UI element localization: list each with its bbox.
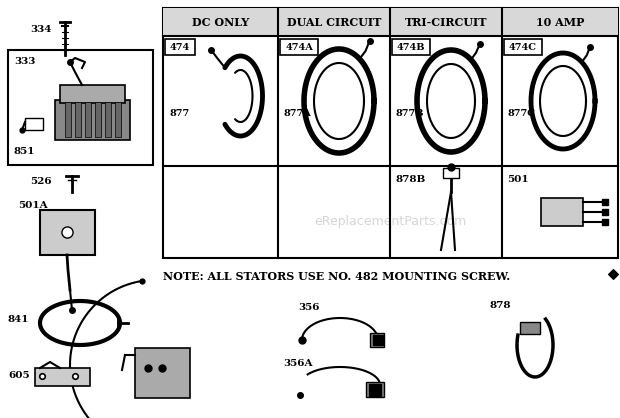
Bar [8, 50, 153, 165]
Text: 877C: 877C [508, 109, 536, 117]
Bar [163, 8, 618, 36]
Text: 877B: 877B [396, 109, 425, 117]
Text: 841: 841 [8, 316, 30, 324]
Text: 333: 333 [14, 58, 35, 66]
Bar [392, 39, 430, 55]
Text: 474B: 474B [397, 43, 425, 51]
Bar [55, 100, 130, 140]
Text: 474C: 474C [509, 43, 537, 51]
Text: 897: 897 [150, 380, 172, 390]
Bar [115, 102, 121, 137]
Bar [443, 168, 459, 178]
Bar [35, 368, 90, 386]
Bar [520, 322, 540, 334]
Text: 878B: 878B [395, 176, 425, 184]
Bar [541, 198, 583, 226]
Text: 474: 474 [170, 43, 190, 51]
Text: 501A: 501A [18, 201, 48, 209]
Text: DUAL CIRCUIT: DUAL CIRCUIT [287, 16, 381, 28]
Bar [165, 39, 195, 55]
Text: 356A: 356A [283, 359, 312, 367]
Bar [504, 39, 542, 55]
Bar [75, 102, 81, 137]
Text: 605: 605 [8, 370, 30, 380]
Text: TRI-CIRCUIT: TRI-CIRCUIT [405, 16, 487, 28]
Text: 334: 334 [30, 25, 51, 35]
Text: eReplacementParts.com: eReplacementParts.com [314, 216, 467, 229]
Text: 10 AMP: 10 AMP [536, 16, 584, 28]
Bar [105, 102, 111, 137]
Bar [366, 382, 384, 397]
Bar [280, 39, 318, 55]
Text: 851: 851 [14, 148, 35, 156]
Text: 878: 878 [490, 301, 511, 309]
Bar [65, 102, 71, 137]
Text: 474A: 474A [285, 43, 313, 51]
Bar [40, 210, 95, 255]
Bar [135, 348, 190, 398]
Bar [25, 118, 43, 130]
Text: DC ONLY: DC ONLY [192, 16, 249, 28]
Text: 877A: 877A [284, 109, 312, 117]
Text: 877: 877 [169, 109, 189, 117]
Bar [85, 102, 91, 137]
Text: 356: 356 [298, 303, 319, 313]
Text: 526: 526 [30, 178, 51, 186]
Bar [60, 85, 125, 103]
Text: NOTE: ALL STATORS USE NO. 482 MOUNTING SCREW.: NOTE: ALL STATORS USE NO. 482 MOUNTING S… [163, 270, 510, 281]
Bar [163, 8, 618, 258]
Text: 501: 501 [507, 176, 529, 184]
Bar [95, 102, 101, 137]
Bar [370, 333, 384, 347]
